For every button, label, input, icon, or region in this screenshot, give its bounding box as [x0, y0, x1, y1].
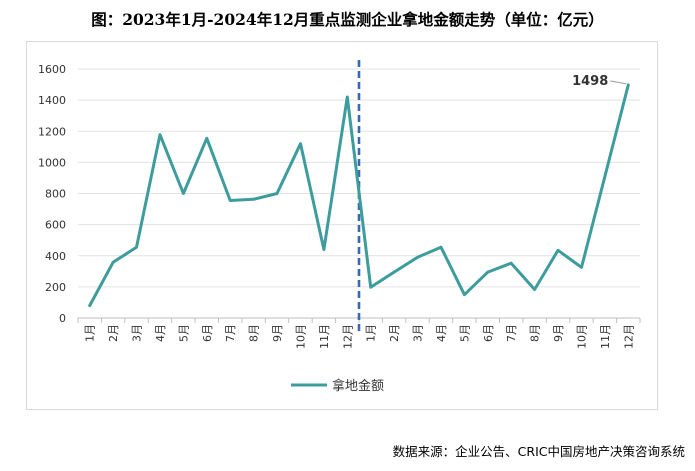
x-tick-label: 11月 [599, 324, 612, 349]
y-tick-label: 400 [45, 250, 66, 263]
annotation-leader [610, 80, 627, 85]
x-tick-label: 9月 [552, 324, 565, 342]
series-group [88, 83, 630, 308]
legend: 拿地金额 [291, 378, 384, 394]
x-tick-label: 10月 [575, 324, 588, 349]
series-line [88, 83, 630, 308]
chart-area [26, 41, 658, 410]
y-axis: 0 200 400 600 800 1000 1200 1400 1600 [38, 63, 66, 325]
x-tick-label: 7月 [505, 324, 518, 342]
x-tick-label: 7月 [224, 324, 237, 342]
chart-title: 图：2023年1月-2024年12月重点监测企业拿地金额走势（单位：亿元） [91, 10, 604, 29]
x-tick-label: 4月 [154, 324, 167, 342]
y-tick-label: 200 [45, 281, 66, 294]
x-tick-label: 2月 [107, 324, 120, 342]
x-tick-label: 8月 [248, 324, 261, 342]
x-tick-label: 5月 [177, 324, 190, 342]
x-tick-label: 6月 [201, 324, 214, 342]
x-axis: 1月 2月 3月 4月 5月 6月 7月 8月 9月 10月 11月 12月 1月 2月 3月 4月 5月 6月 7… [77, 318, 641, 349]
x-tick-label: 1月 [84, 324, 97, 342]
x-tick-label: 12月 [622, 324, 635, 349]
x-tick-label: 9月 [271, 324, 284, 342]
y-tick-label: 1600 [38, 63, 66, 76]
x-tick-label: 11月 [318, 324, 331, 349]
x-tick-label: 5月 [458, 324, 471, 342]
y-tick-label: 0 [59, 312, 66, 325]
y-tick-label: 1400 [38, 94, 66, 107]
source-note: 数据来源：企业公告、CRIC中国房地产决策咨询系统 [392, 444, 685, 459]
x-tick-label: 6月 [482, 324, 495, 342]
annotation-group: 1498 [572, 74, 627, 89]
data-label: 1498 [572, 74, 608, 89]
x-tick-label: 2月 [388, 324, 401, 342]
x-tick-label: 12月 [341, 324, 354, 349]
y-tick-label: 800 [45, 188, 66, 201]
x-tick-label: 3月 [412, 324, 425, 342]
x-tick-label: 8月 [529, 324, 542, 342]
x-tick-label: 10月 [294, 324, 307, 349]
x-tick-label: 4月 [435, 324, 448, 342]
y-tick-label: 600 [45, 219, 66, 232]
y-tick-label: 1000 [38, 156, 66, 169]
y-tick-label: 1200 [38, 125, 66, 138]
x-tick-label: 3月 [131, 324, 144, 342]
legend-label: 拿地金额 [332, 378, 384, 394]
x-tick-label: 1月 [365, 324, 378, 342]
